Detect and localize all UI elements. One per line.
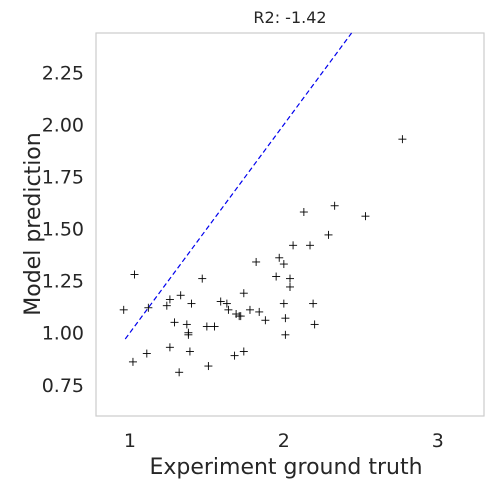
data-point [185, 347, 194, 356]
reference-line-layer [124, 32, 353, 340]
data-point [310, 320, 319, 329]
data-point [306, 241, 315, 250]
data-point [119, 305, 128, 314]
data-point [184, 328, 193, 337]
chart-title: R2: -1.42 [253, 8, 326, 27]
data-point [252, 257, 261, 266]
data-point [286, 282, 294, 291]
data-point [130, 270, 139, 279]
data-point [245, 305, 254, 314]
x-tick-label: 1 [124, 430, 136, 452]
data-point [175, 368, 184, 377]
y-tick-label: 1.50 [42, 219, 84, 241]
data-point [330, 201, 339, 210]
data-point [272, 272, 281, 281]
x-tick-labels: 1 2 3 [124, 430, 444, 452]
y-tick-label: 1.25 [42, 271, 84, 293]
plot-frame [95, 32, 485, 417]
data-point [239, 289, 248, 298]
data-point [222, 299, 231, 308]
data-point [182, 320, 191, 329]
data-point [398, 135, 407, 144]
y-tick-label: 0.75 [42, 375, 84, 397]
identity-line [124, 32, 353, 340]
data-point [216, 297, 225, 306]
data-point [176, 291, 185, 300]
data-point [187, 299, 196, 308]
data-point [279, 260, 288, 269]
data-point [165, 295, 174, 304]
data-point [239, 347, 248, 356]
data-point [162, 301, 171, 310]
data-point [279, 299, 288, 308]
data-point [309, 299, 318, 308]
y-tick-label: 1.75 [42, 167, 84, 189]
data-point [170, 318, 179, 327]
data-point [165, 343, 174, 352]
y-axis-label: Model prediction [21, 132, 46, 315]
data-point [261, 316, 270, 325]
data-point [275, 253, 284, 262]
y-tick-label: 1.00 [42, 323, 84, 345]
data-point [198, 274, 207, 283]
points-layer [119, 135, 407, 377]
data-point [324, 230, 333, 239]
x-tick-label: 3 [432, 430, 444, 452]
y-tick-label: 2.25 [42, 63, 84, 85]
data-point [286, 274, 294, 283]
x-tick-label: 2 [278, 430, 290, 452]
data-point [224, 305, 233, 314]
data-point [144, 303, 153, 312]
data-point [204, 362, 213, 371]
y-tick-labels: 0.75 1.00 1.25 1.50 1.75 2.00 2.25 [42, 63, 84, 397]
data-point [202, 322, 211, 331]
data-point [210, 322, 219, 331]
data-point [142, 349, 151, 358]
data-point [281, 330, 290, 339]
data-point [128, 357, 137, 366]
data-point [361, 212, 370, 221]
data-point [255, 307, 264, 316]
data-point [299, 208, 308, 217]
data-point [289, 241, 298, 250]
data-point [236, 312, 245, 321]
data-point [281, 314, 290, 323]
data-point [230, 351, 239, 360]
x-axis-label: Experiment ground truth [149, 455, 422, 480]
y-tick-label: 2.00 [42, 115, 84, 137]
